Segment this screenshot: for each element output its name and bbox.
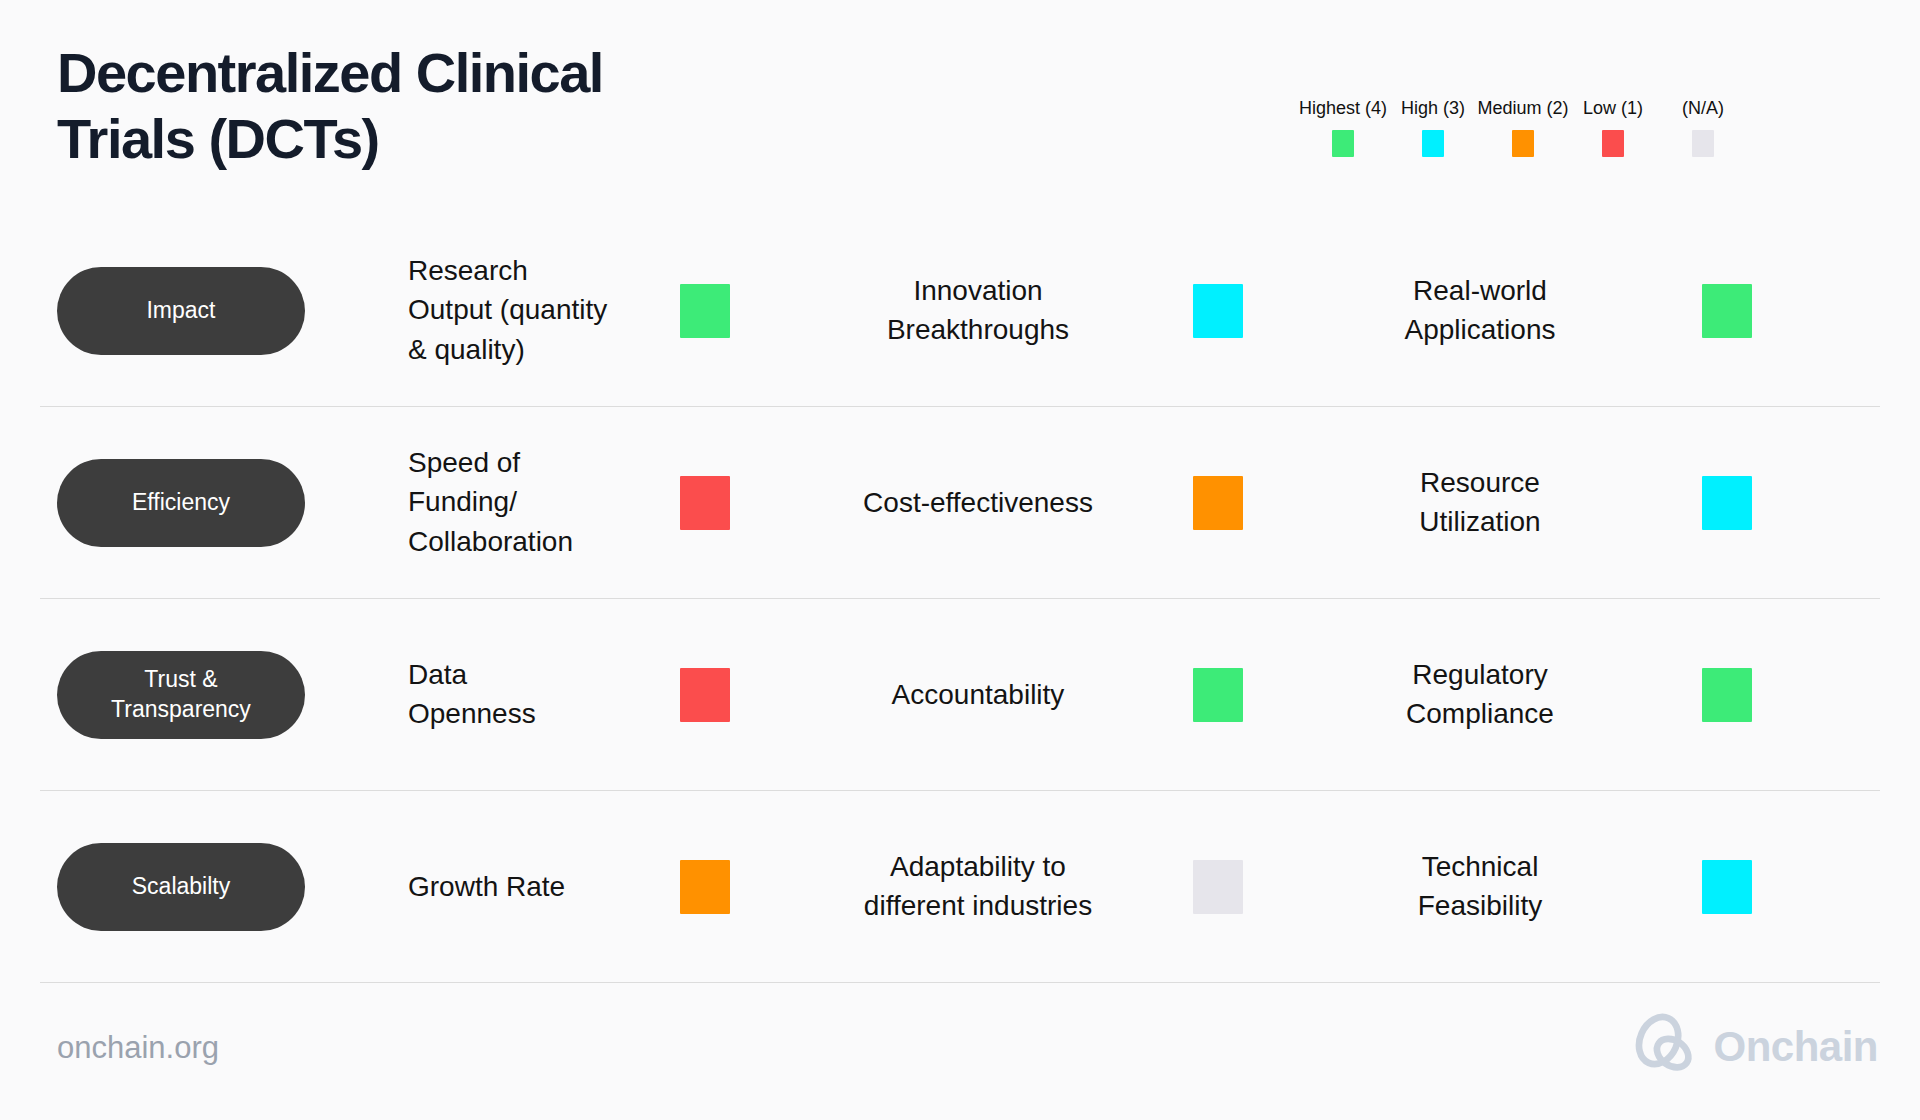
legend-label: (N/A) <box>1682 98 1724 119</box>
criterion-label: Growth Rate <box>408 867 698 907</box>
rating-swatch <box>680 284 730 338</box>
onchain-knot-icon <box>1629 1008 1703 1086</box>
legend-item-highest: Highest (4) <box>1298 98 1388 157</box>
criterion-label: Resource Utilization <box>1260 463 1700 543</box>
legend-label: High (3) <box>1401 98 1465 119</box>
footer-url: onchain.org <box>57 1030 219 1066</box>
criterion-label: Innovation Breakthroughs <box>758 271 1198 351</box>
rating-swatch <box>1702 284 1752 338</box>
legend-swatch-highest <box>1332 130 1354 157</box>
criterion-label: Speed of Funding/ Collaboration <box>408 443 698 562</box>
category-pill-impact: Impact <box>57 267 305 355</box>
rating-swatch <box>680 668 730 722</box>
legend-swatch-na <box>1692 130 1714 157</box>
legend-label: Low (1) <box>1583 98 1643 119</box>
criterion-label: Real-world Applications <box>1260 271 1700 351</box>
rating-swatch <box>1193 860 1243 914</box>
legend-swatch-high <box>1422 130 1444 157</box>
table-row-impact: Impact Research Output (quantity & quali… <box>40 215 1880 407</box>
table-row-scalability: Scalabilty Growth Rate Adaptability to d… <box>40 791 1880 983</box>
rating-matrix: Impact Research Output (quantity & quali… <box>40 215 1880 983</box>
legend-swatch-low <box>1602 130 1624 157</box>
legend-item-high: High (3) <box>1388 98 1478 157</box>
brand-logo: Onchain <box>1629 1008 1878 1086</box>
legend-label: Highest (4) <box>1299 98 1387 119</box>
criterion-label: Accountability <box>758 675 1198 715</box>
rating-swatch <box>1702 860 1752 914</box>
table-row-efficiency: Efficiency Speed of Funding/ Collaborati… <box>40 407 1880 599</box>
rating-legend: Highest (4) High (3) Medium (2) Low (1) … <box>1298 98 1748 157</box>
rating-swatch <box>1193 476 1243 530</box>
legend-swatch-medium <box>1512 130 1534 157</box>
legend-item-na: (N/A) <box>1658 98 1748 157</box>
page-title-line2: Trials (DCTs) <box>57 107 379 170</box>
rating-swatch <box>680 476 730 530</box>
rating-swatch <box>1193 284 1243 338</box>
rating-swatch <box>1702 668 1752 722</box>
category-pill-scalability: Scalabilty <box>57 843 305 931</box>
page-title: Decentralized ClinicalTrials (DCTs) <box>57 40 603 172</box>
criterion-label: Data Openness <box>408 655 698 735</box>
category-pill-trust-transparency: Trust & Transparency <box>57 651 305 739</box>
criterion-label: Technical Feasibility <box>1260 847 1700 927</box>
rating-swatch <box>680 860 730 914</box>
brand-wordmark: Onchain <box>1713 1023 1878 1071</box>
table-row-trust-transparency: Trust & Transparency Data Openness Accou… <box>40 599 1880 791</box>
legend-item-medium: Medium (2) <box>1478 98 1568 157</box>
category-pill-efficiency: Efficiency <box>57 459 305 547</box>
criterion-label: Cost-effectiveness <box>758 483 1198 523</box>
legend-label: Medium (2) <box>1477 98 1568 119</box>
rating-swatch <box>1702 476 1752 530</box>
rating-swatch <box>1193 668 1243 722</box>
legend-item-low: Low (1) <box>1568 98 1658 157</box>
criterion-label: Research Output (quantity & quality) <box>408 251 698 370</box>
criterion-label: Adaptability to different industries <box>758 847 1198 927</box>
page-title-line1: Decentralized Clinical <box>57 41 603 104</box>
criterion-label: Regulatory Compliance <box>1260 655 1700 735</box>
